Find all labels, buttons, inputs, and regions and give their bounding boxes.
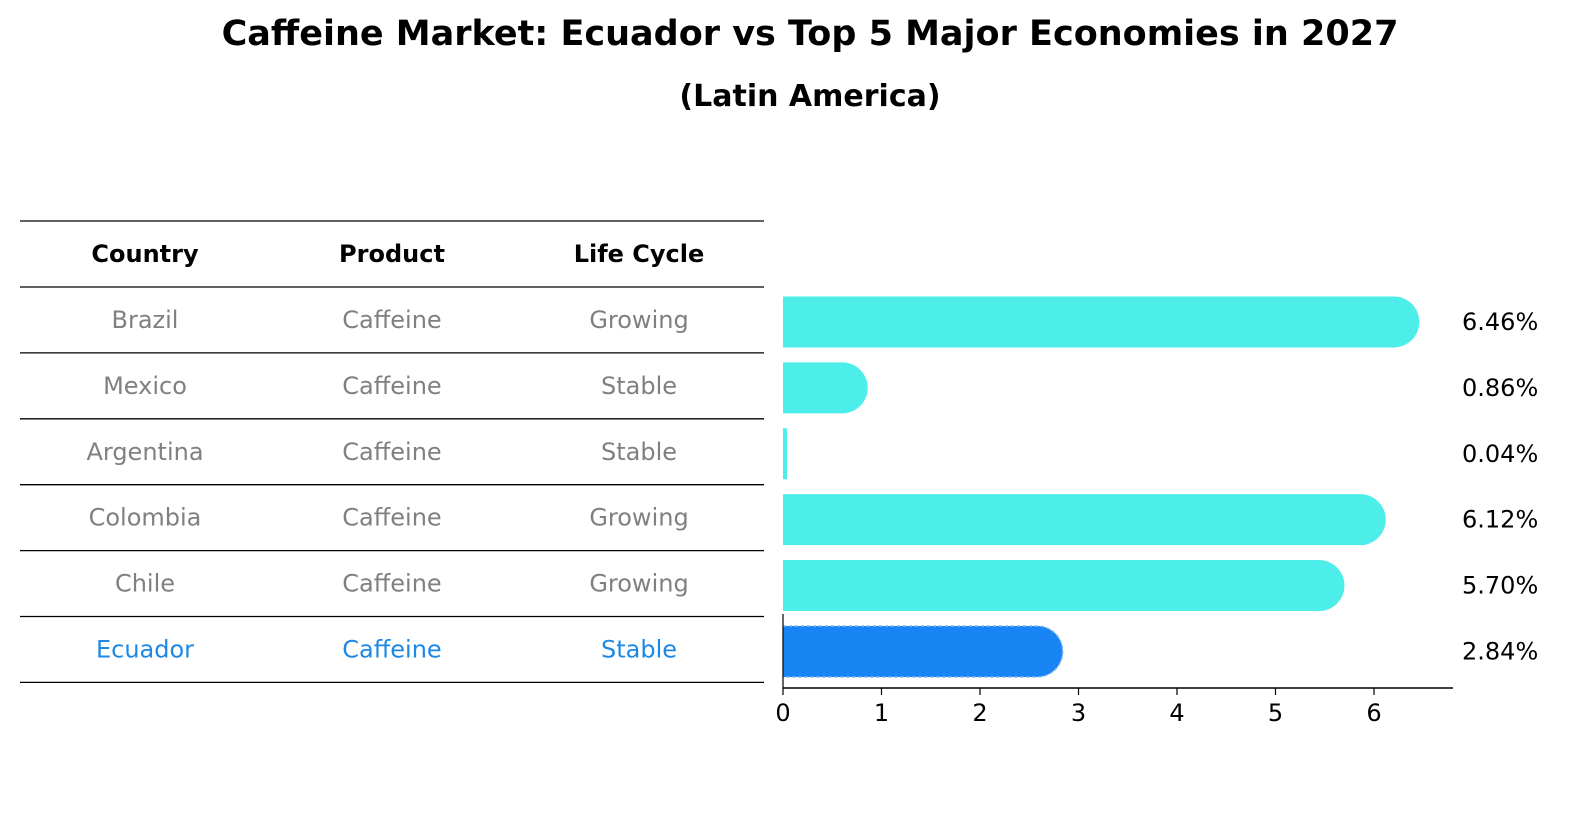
- x-tick-label: 4: [1169, 699, 1184, 727]
- data-label: 0.86%: [1462, 374, 1538, 402]
- table-cell: Growing: [589, 504, 688, 532]
- bar-ecuador: [782, 625, 1064, 678]
- x-tick-label: 5: [1268, 699, 1283, 727]
- table-cell: Stable: [601, 438, 677, 466]
- table-cell: Caffeine: [342, 635, 441, 663]
- table-cell: Caffeine: [342, 438, 441, 466]
- bar-chile: [783, 560, 1345, 612]
- bar-argentina: [783, 428, 787, 480]
- table-cell: Caffeine: [342, 306, 441, 334]
- table-header-cell: Life Cycle: [574, 240, 705, 268]
- table-cell: Growing: [589, 306, 688, 334]
- x-axis: 0 1 2 3 4 5 6: [775, 614, 1453, 727]
- x-tick-label: 1: [874, 699, 889, 727]
- table-cell: Brazil: [112, 306, 179, 334]
- table-cell: Growing: [589, 570, 688, 598]
- chart-subtitle: (Latin America): [679, 79, 941, 114]
- bar-series: 6.46% 0.86% 0.04% 6.12% 5.70% 2.84%: [782, 296, 1538, 678]
- x-tick-label: 2: [972, 699, 987, 727]
- data-label: 0.04%: [1462, 440, 1538, 468]
- table-cell: Colombia: [89, 504, 202, 532]
- table-cell: Caffeine: [342, 504, 441, 532]
- data-label: 5.70%: [1462, 572, 1538, 600]
- country-table: Country Product Life Cycle Brazil Caffeine Gr…: [20, 220, 764, 684]
- table-cell: Caffeine: [342, 372, 441, 400]
- data-label: 6.46%: [1462, 308, 1538, 336]
- table-cell: Stable: [601, 635, 677, 663]
- bar-mexico: [783, 362, 868, 414]
- data-label: 2.84%: [1462, 637, 1538, 665]
- table-header-cell: Product: [339, 240, 445, 268]
- table-cell: Ecuador: [96, 635, 194, 663]
- table-cell: Chile: [115, 570, 175, 598]
- table-cell: Mexico: [103, 372, 187, 400]
- x-tick-label: 0: [775, 699, 790, 727]
- table-cell: Stable: [601, 372, 677, 400]
- chart-title: Caffeine Market: Ecuador vs Top 5 Major …: [221, 14, 1399, 54]
- bar-brazil: [783, 296, 1420, 348]
- data-label: 6.12%: [1462, 506, 1538, 534]
- bar-colombia: [783, 494, 1386, 546]
- x-tick-label: 3: [1071, 699, 1086, 727]
- table-cell: Caffeine: [342, 570, 441, 598]
- table-cell: Argentina: [86, 438, 203, 466]
- x-tick-label: 6: [1366, 699, 1381, 727]
- table-header-cell: Country: [91, 240, 199, 268]
